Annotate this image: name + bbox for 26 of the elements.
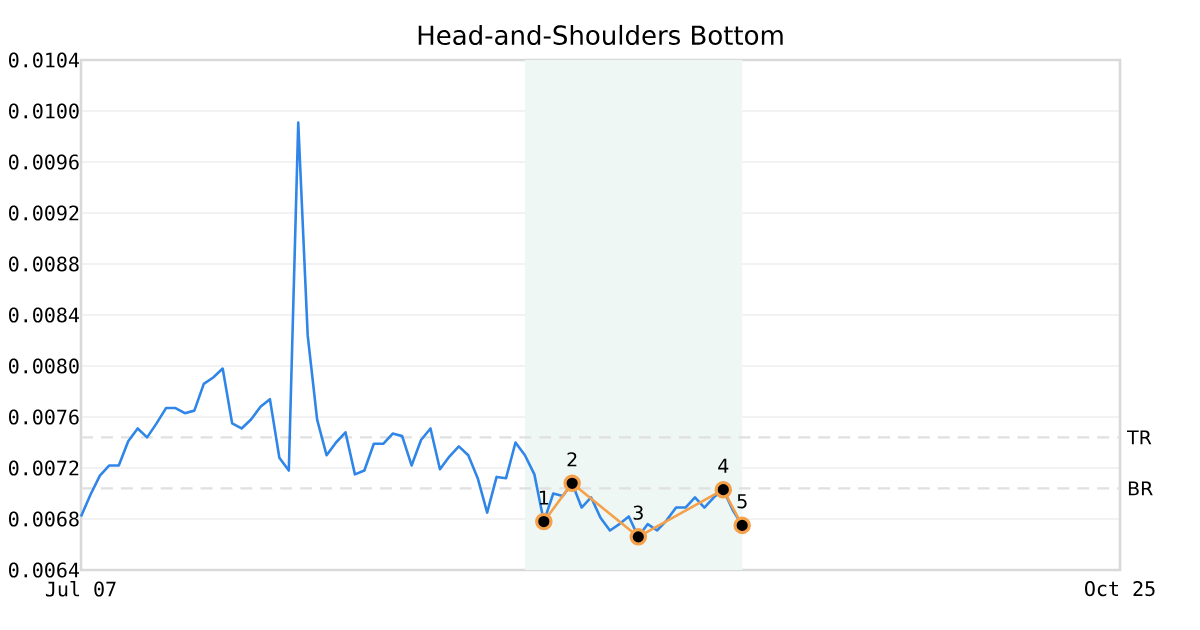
point <box>733 516 751 535</box>
y-tick-label: 0.0072 <box>9 460 79 476</box>
y-tick-label: 0.0068 <box>9 511 79 527</box>
annotation: 5 <box>737 494 747 509</box>
annotation: 3 <box>633 505 643 520</box>
y-tick-label: 0.0080 <box>9 358 79 374</box>
point <box>714 480 733 499</box>
y-tick-label: 0.0076 <box>9 409 79 425</box>
ref-line-label: TR <box>1126 430 1152 445</box>
point <box>535 512 553 531</box>
annotation: 1 <box>539 490 549 505</box>
y-tick-label: 0.0084 <box>9 307 80 323</box>
y-tick-label: 0.0096 <box>9 154 79 170</box>
ref-line-label: BR <box>1128 481 1153 496</box>
point <box>563 474 581 493</box>
y-tick-label: 0.0088 <box>9 256 79 272</box>
y-tick-label: 0.0064 <box>9 562 80 578</box>
annotation: 2 <box>567 452 577 467</box>
x-tick-label: Jul 07 <box>45 581 116 597</box>
annotation: 4 <box>718 458 729 473</box>
y-tick-label: 0.0104 <box>9 52 80 68</box>
y-tick-label: 0.0092 <box>9 205 79 221</box>
x-tick-label: Oct 25 <box>1085 581 1155 597</box>
chart-title: Head-and-Shoulders Bottom <box>418 24 783 46</box>
point <box>629 528 648 546</box>
y-tick-label: 0.0100 <box>9 103 79 119</box>
